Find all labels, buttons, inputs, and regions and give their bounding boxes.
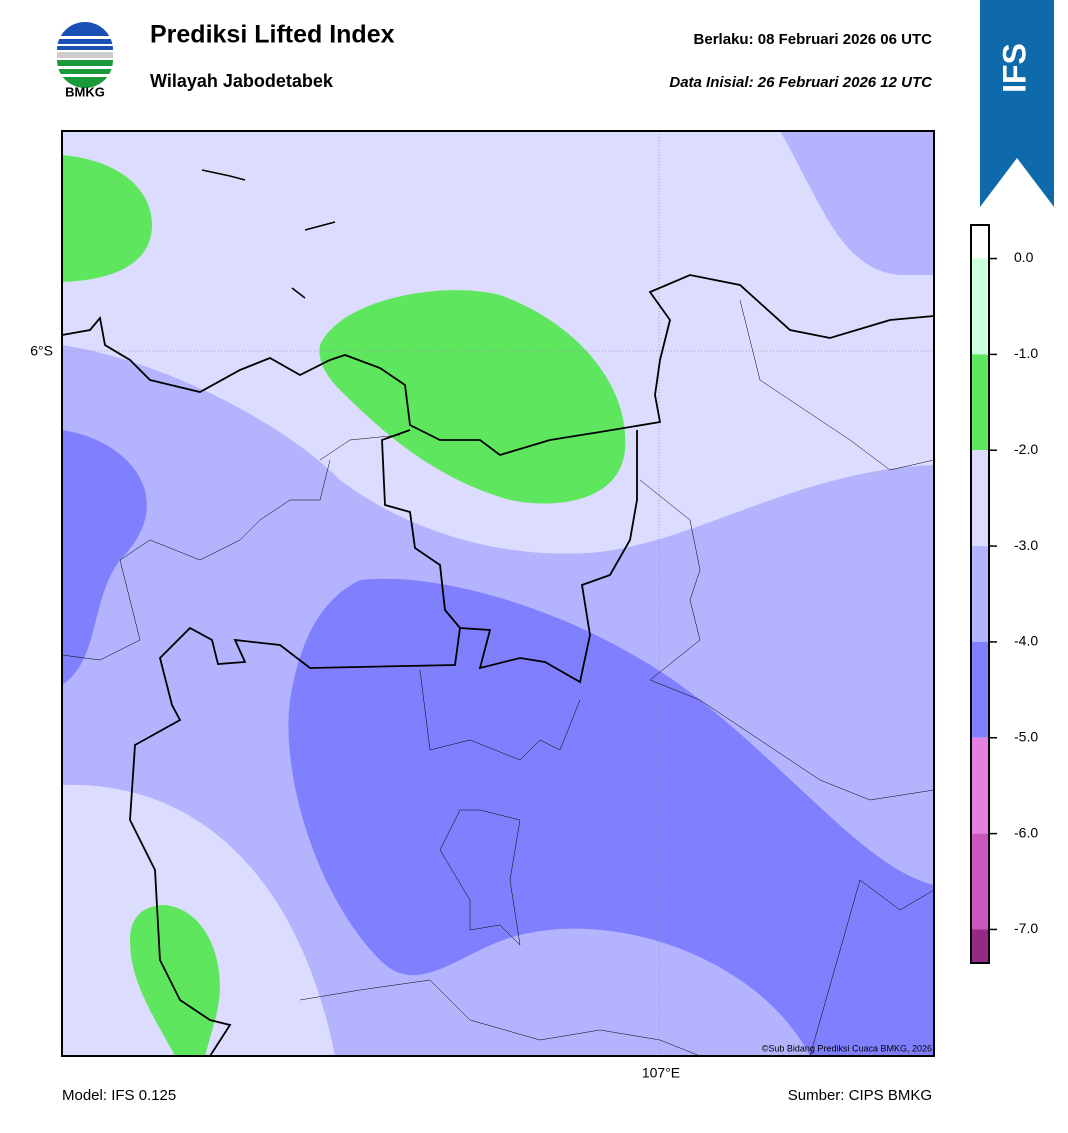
colorbar-tick-label: -7.0 [1014,920,1038,936]
colorbar-tick-label: -4.0 [1014,633,1038,649]
subtitle: Wilayah Jabodetabek [150,71,334,91]
colorbar-band [971,641,989,738]
logo [57,22,113,88]
colorbar-tick-label: 0.0 [1014,249,1034,265]
colorbar-tick-label: -3.0 [1014,537,1038,553]
badge-text: IFS [996,43,1032,93]
colorbar-tick-label: -2.0 [1014,441,1038,457]
colorbar: 0.0 -1.0 -2.0 -3.0 -4.0 -5.0 -6.0 -7.0 [970,224,1038,964]
colorbar-band [971,546,989,642]
title: Prediksi Lifted Index [150,21,395,49]
credit: ©Sub Bidang Prediksi Cuaca BMKG, 2026 [762,1043,932,1053]
colorbar-tick-label: -5.0 [1014,728,1038,744]
lat-label: 6°S [30,343,53,359]
source-label: Sumber: CIPS BMKG [788,1087,932,1104]
init-time: Data Inisial: 26 Februari 2026 12 UTC [669,74,933,91]
map-frame [61,130,935,1057]
logo-text: BMKG [65,84,105,99]
valid-time: Berlaku: 08 Februari 2026 06 UTC [694,31,933,48]
colorbar-tick-label: -1.0 [1014,345,1038,361]
colorbar-band [971,737,989,834]
colorbar-band [971,354,989,451]
colorbar-band [971,929,989,963]
colorbar-band [971,258,989,355]
badge [980,0,1054,207]
colorbar-band [971,450,989,547]
colorbar-band [971,225,989,259]
colorbar-band [971,833,989,930]
colorbar-frame [970,224,990,964]
lon-label: 107°E [642,1065,680,1081]
colorbar-tick-label: -6.0 [1014,824,1038,840]
map [62,131,934,1056]
model-label: Model: IFS 0.125 [62,1087,176,1104]
